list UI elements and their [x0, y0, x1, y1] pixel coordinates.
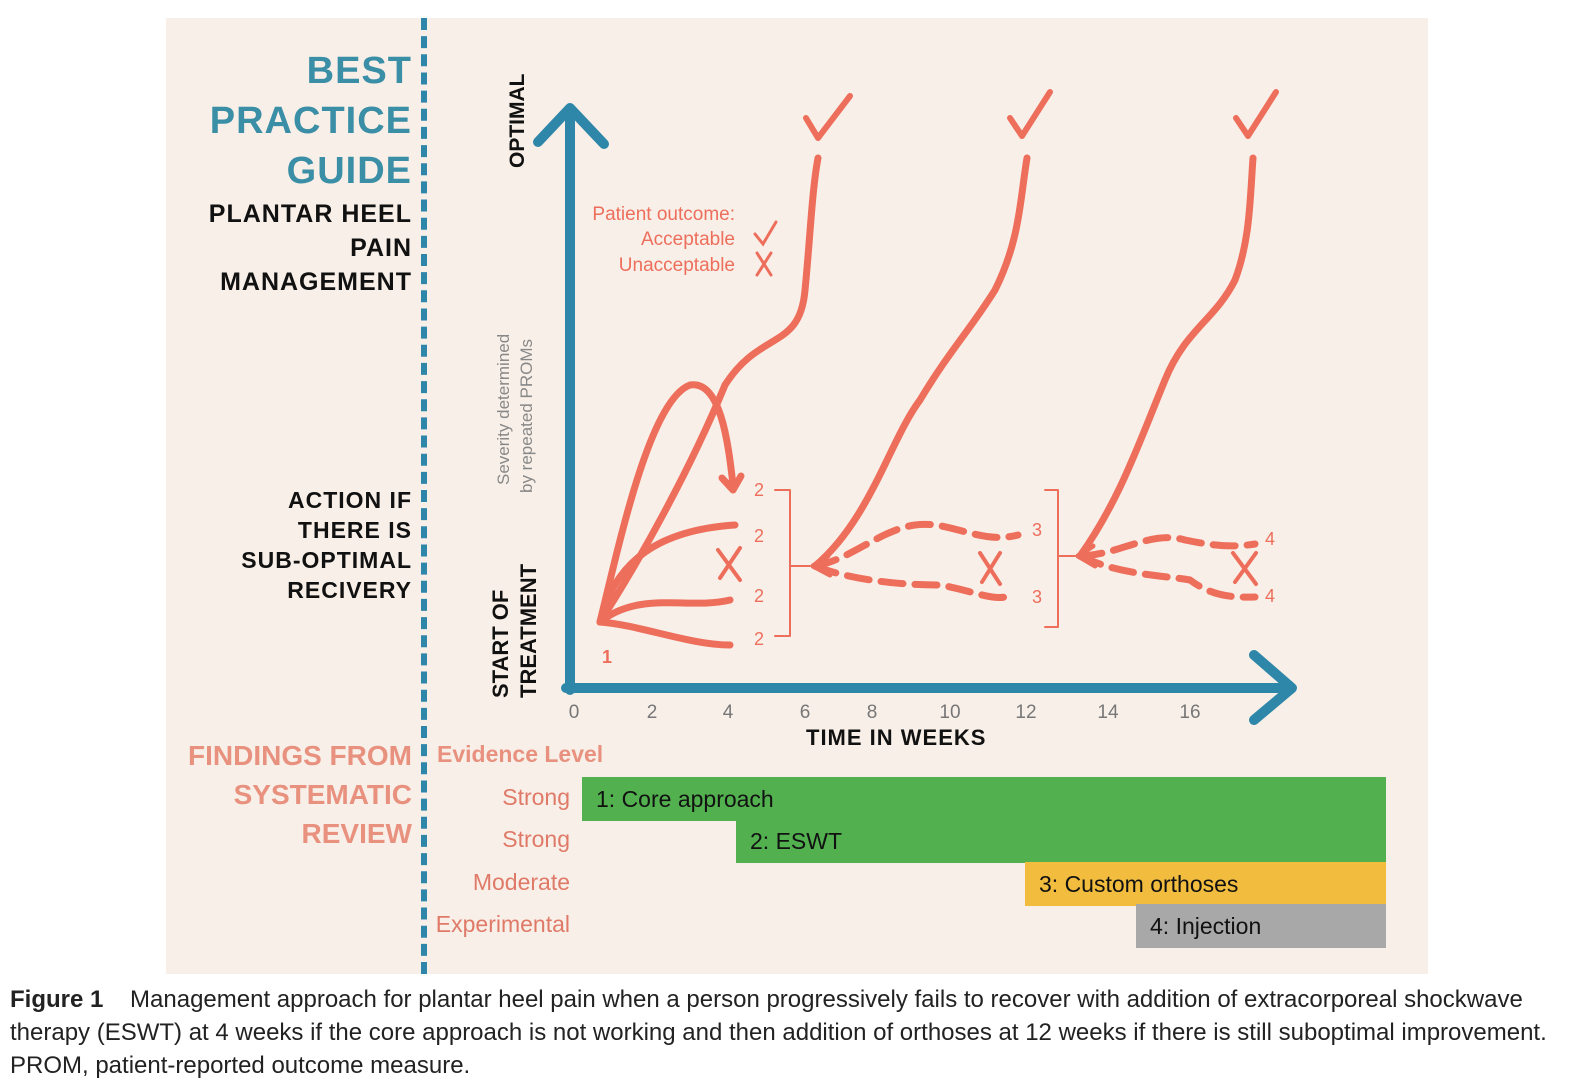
caption-label: Figure 1 [10, 986, 104, 1013]
evidence-level-row-4: Experimental [435, 911, 570, 937]
legend-title: Patient outcome: [592, 204, 735, 225]
curve-stage1-success [596, 154, 822, 626]
curve-stage1-flat [596, 618, 734, 649]
evidence-level-row-1: Strong [502, 784, 570, 810]
action-line-2: THERE IS [297, 517, 412, 543]
action-line-1: ACTION IF [288, 487, 412, 513]
y-axis-optimal-label: OPTIMAL [506, 73, 529, 168]
title-practice: PRACTICE [209, 100, 412, 142]
cross-icon-stage2 [978, 551, 1002, 586]
curve-stage1-mid [596, 521, 739, 626]
curve-stage3-dashed-lower [1076, 552, 1259, 601]
legend-unacceptable: Unacceptable [619, 255, 735, 276]
curve-stage2-dashed-lower [811, 562, 1009, 602]
y-axis-note-1: Severity determined [494, 334, 513, 485]
curve-stage1-low [596, 596, 734, 626]
evidence-level-header: Evidence Level [437, 741, 604, 767]
subtitle-line-2: PAIN [350, 234, 412, 262]
treatment-bar-eswt: 2: ESWT [736, 819, 1386, 863]
stage3-label-a: 3 [1032, 520, 1042, 540]
stage2-label-a: 2 [754, 480, 764, 500]
y-axis-start-label-1: START OF [488, 590, 513, 698]
subtitle-line-1: PLANTAR HEEL [208, 200, 412, 228]
findings-line-3: REVIEW [301, 818, 412, 849]
bracket-stage2 [774, 489, 811, 637]
check-icon-stage3 [1233, 89, 1279, 139]
cross-icon-stage1 [716, 546, 742, 582]
cross-icon-stage3 [1231, 551, 1258, 586]
x-tick-label: 6 [800, 702, 811, 723]
caption-text: Management approach for plantar heel pai… [10, 986, 1547, 1079]
x-tick-label: 16 [1179, 702, 1200, 723]
treatment-bar-injection: 4: Injection [1136, 904, 1386, 948]
stage2-label-c: 2 [754, 586, 764, 606]
treatment-bar-core-approach: 1: Core approach [582, 777, 1386, 821]
title-guide: GUIDE [286, 150, 412, 192]
stage4-label-b: 4 [1265, 586, 1275, 606]
x-tick-label: 4 [723, 702, 734, 723]
subtitle-line-3: MANAGEMENT [220, 268, 412, 296]
stage2-label-d: 2 [754, 629, 764, 649]
curve-stage2-dashed-upper [811, 520, 1022, 570]
x-tick-label: 10 [939, 702, 960, 723]
check-icon-stage1 [803, 93, 853, 141]
title-best: BEST [306, 50, 412, 92]
y-axis-note-2: by repeated PROMs [517, 339, 536, 493]
stage-label-1: 1 [602, 647, 612, 667]
x-tick-label: 2 [647, 702, 658, 723]
y-axis-arrowhead [533, 103, 609, 149]
x-tick-labels: 0 2 4 6 8 10 12 14 16 [569, 702, 1201, 723]
x-axis-title: TIME IN WEEKS [806, 725, 986, 750]
x-tick-label: 14 [1097, 702, 1119, 723]
curve-stage1-rise-fall [596, 381, 737, 626]
action-line-4: RECIVERY [287, 577, 412, 603]
stage3-label-b: 3 [1032, 587, 1042, 607]
check-icon-stage2 [1007, 89, 1053, 139]
legend-check-icon [753, 220, 778, 247]
x-axis-arrowhead [1249, 650, 1297, 725]
evidence-level-row-3: Moderate [472, 869, 570, 895]
bracket-stage3 [1044, 489, 1076, 628]
evidence-level-row-2: Strong [502, 826, 570, 852]
legend-acceptable: Acceptable [641, 229, 735, 250]
curve-stage3-success [1076, 154, 1257, 560]
x-tick-label: 12 [1015, 702, 1036, 723]
legend-cross-icon [755, 251, 773, 277]
figure-caption: Figure 1 Management approach for plantar… [10, 983, 1560, 1082]
curve-stage2-success [811, 154, 1031, 570]
x-tick-label: 8 [867, 702, 878, 723]
curve-stage1-arrowhead [718, 472, 745, 494]
treatment-bar-custom-orthoses: 3: Custom orthoses [1025, 862, 1386, 906]
y-axis-start-label-2: TREATMENT [516, 563, 541, 698]
stage4-label-a: 4 [1265, 529, 1275, 549]
action-line-3: SUB-OPTIMAL [241, 547, 412, 573]
stage2-label-b: 2 [754, 526, 764, 546]
x-tick-label: 0 [569, 702, 580, 723]
section-divider [421, 18, 427, 974]
arrowhead-stage2-start [810, 553, 833, 578]
findings-line-2: SYSTEMATIC [233, 779, 412, 810]
curve-stage3-dashed-upper [1076, 534, 1259, 560]
findings-line-1: FINDINGS FROM [188, 740, 412, 771]
arrowhead-stage3-start [1075, 543, 1098, 569]
